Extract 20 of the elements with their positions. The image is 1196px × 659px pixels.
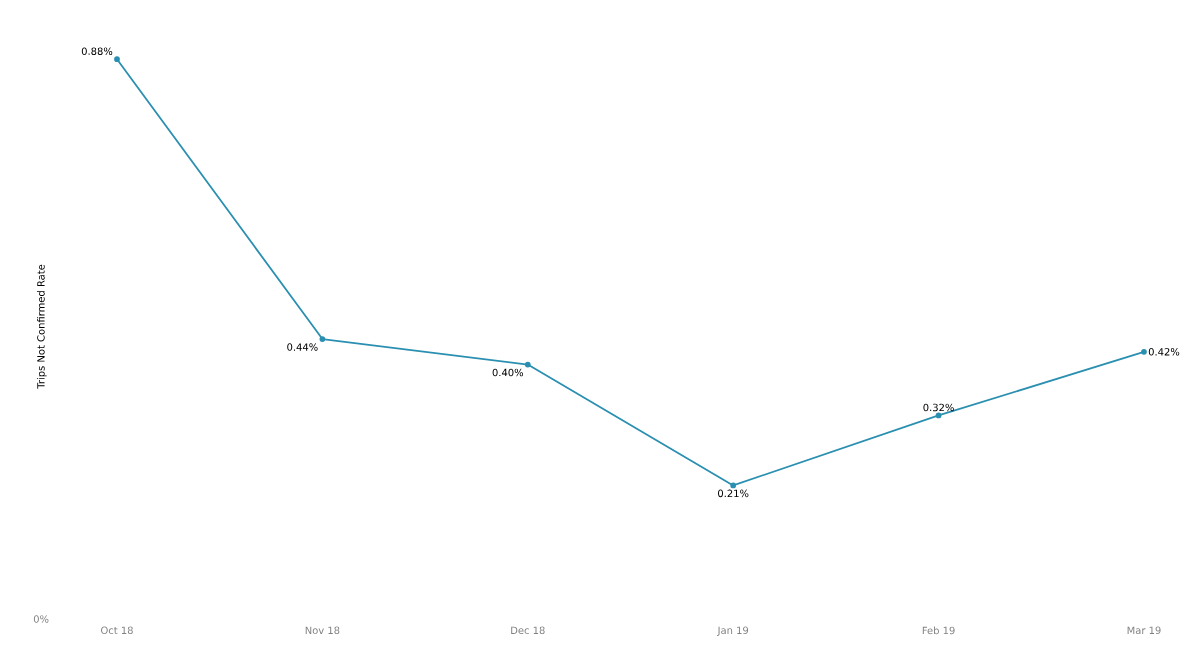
point (114, 56, 120, 63)
x-tick-label: Feb 19 (922, 626, 955, 635)
data-label: 0.32% (923, 403, 954, 412)
x-tick-label: Nov 18 (305, 626, 340, 635)
text: 0% (33, 615, 49, 623)
x-tick-label: Oct 18 (101, 626, 133, 635)
x-tick-label: Dec 18 (511, 626, 545, 635)
x-tick-label: Mar 19 (1127, 626, 1161, 635)
data-label: 0.40% (492, 368, 524, 377)
point (524, 361, 531, 368)
data-label: 0.21% (718, 489, 749, 498)
data-label: 0.42% (1148, 348, 1180, 356)
data-label: 0.88% (81, 47, 113, 55)
y-axis-title: Trips Not Confirmed Rate (36, 264, 47, 389)
data-label: 0.44% (287, 343, 318, 351)
point (935, 412, 942, 419)
point (319, 336, 326, 342)
x-tick-label: Jan 19 (717, 626, 749, 636)
point (730, 482, 737, 489)
point (1141, 348, 1147, 355)
